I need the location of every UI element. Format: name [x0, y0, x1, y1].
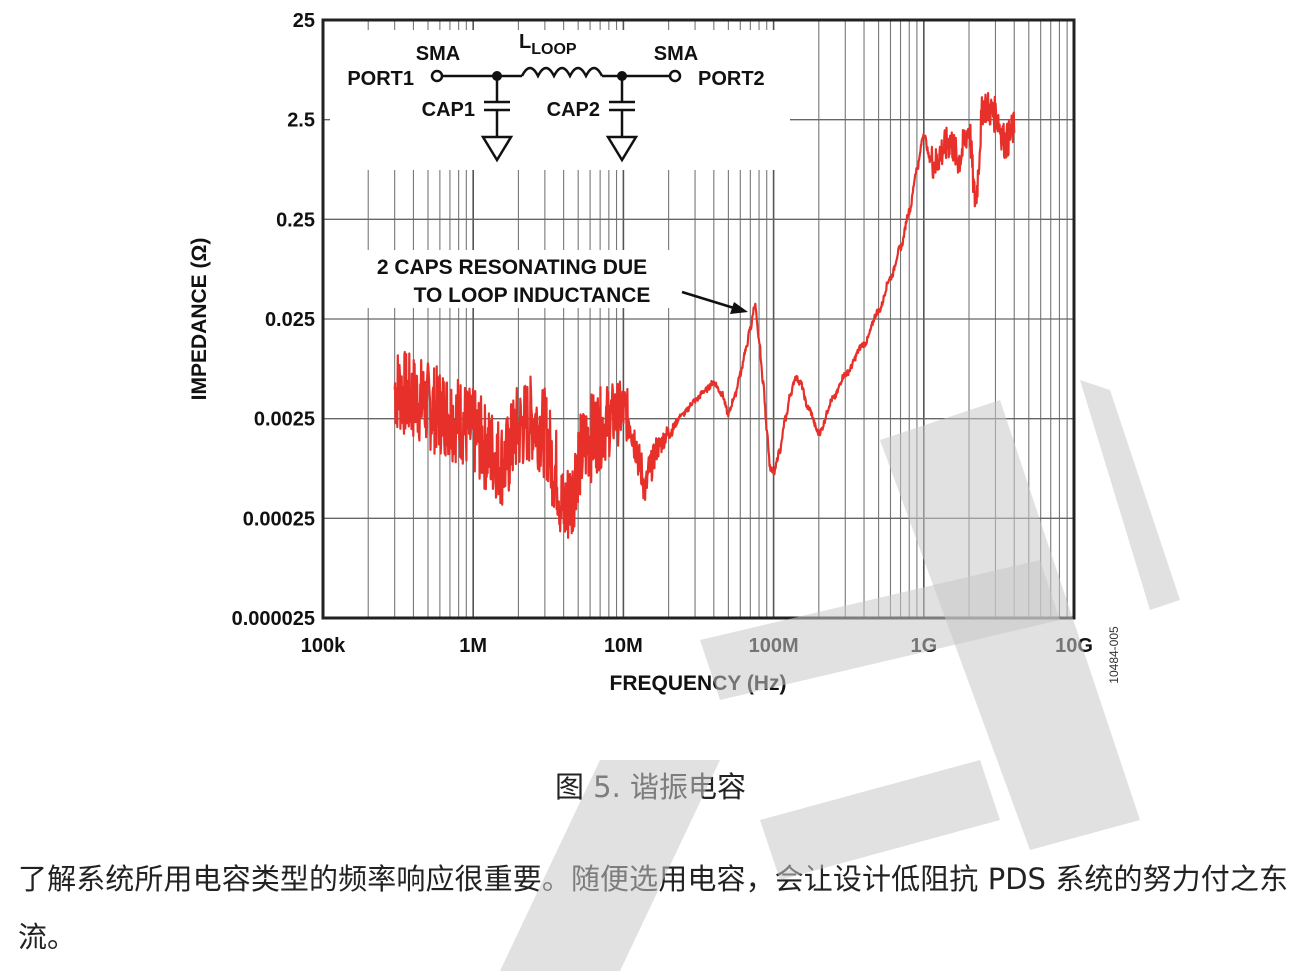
port2-label: PORT2: [698, 68, 765, 90]
inductor-label: LLOOP: [519, 31, 577, 58]
cap2-label: CAP2: [547, 99, 600, 121]
x-tick-label: 10G: [1055, 635, 1093, 657]
y-tick-label: 0.025: [265, 309, 315, 331]
annotation-background: [344, 250, 680, 308]
figure-id: 10484-005: [1107, 626, 1121, 684]
y-tick-label: 0.000025: [232, 608, 315, 630]
y-tick-label: 0.0025: [254, 409, 315, 431]
cap1-symbol: [480, 76, 514, 163]
port1-label: PORT1: [347, 68, 414, 90]
resonance-annotation: 2 CAPS RESONATING DUE TO LOOP INDUCTANCE: [344, 250, 748, 314]
figure-caption: 图 5. 谐振电容: [554, 770, 747, 804]
impedance-curve-group: [393, 92, 1016, 539]
annotation-arrowhead: [730, 302, 748, 314]
sma-right-label: SMA: [654, 43, 698, 65]
x-tick-label: 100k: [301, 635, 346, 657]
x-tick-label: 100M: [749, 635, 799, 657]
body-paragraph: 了解系统所用电容类型的频率响应很重要。随便选用电容，会让设计低阻抗 PDS 系统…: [18, 862, 1288, 954]
inductor-coil: [520, 66, 604, 79]
annotation-arrow-line: [681, 290, 735, 310]
port2-terminal: [668, 69, 682, 83]
x-tick-labels: 100k 1M 10M 100M 1G 10G: [301, 635, 1093, 657]
annotation-line1: 2 CAPS RESONATING DUE: [377, 256, 647, 279]
port1-terminal: [430, 69, 444, 83]
impedance-curve: [393, 92, 1016, 539]
cap2-symbol: [605, 76, 639, 163]
y-tick-label: 2.5: [287, 110, 315, 132]
sma-left-label: SMA: [416, 43, 460, 65]
annotation-line2: TO LOOP INDUCTANCE: [414, 284, 651, 307]
impedance-chart: 25 2.5 0.25 0.025 0.0025 0.00025 0.000025 100k…: [188, 10, 1121, 695]
x-tick-label: 1G: [910, 635, 937, 657]
schematic-background: [330, 30, 790, 170]
circuit-schematic: SMA PORT1 LLOOP SMA PORT2 CAP1 CAP2: [330, 30, 790, 170]
y-tick-labels: 25 2.5 0.25 0.025 0.0025 0.00025 0.000025: [232, 10, 315, 630]
y-axis-label: IMPEDANCE (Ω): [188, 238, 211, 401]
cap1-label: CAP1: [422, 99, 475, 121]
plot-frame: [321, 18, 1076, 620]
y-tick-label: 25: [293, 10, 315, 32]
x-tick-label: 10M: [604, 635, 643, 657]
y-tick-label: 0.00025: [243, 508, 315, 530]
x-axis-label: FREQUENCY (Hz): [610, 672, 787, 695]
x-tick-label: 1M: [459, 635, 487, 657]
y-tick-label: 0.25: [276, 209, 315, 231]
